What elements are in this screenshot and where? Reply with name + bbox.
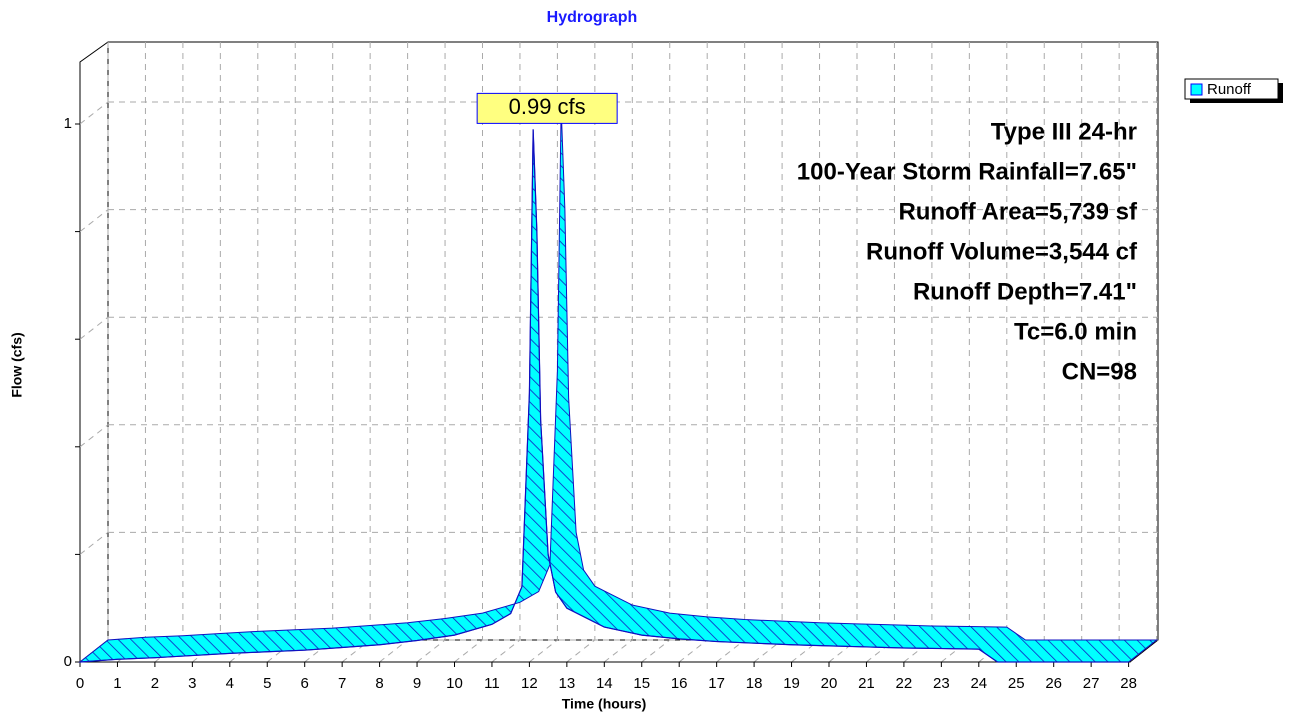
legend-label: Runoff	[1207, 81, 1252, 98]
x-tick-label: 5	[263, 675, 271, 692]
annotation: Type III 24-hr	[991, 118, 1137, 145]
x-tick-label: 24	[970, 675, 987, 692]
x-tick-label: 1	[113, 675, 121, 692]
x-tick-label: 27	[1083, 675, 1100, 692]
peak-label: 0.99 cfs	[509, 94, 586, 119]
peak-label-box	[476, 92, 618, 124]
wall-grid-line	[79, 209, 109, 232]
x-tick-label: 6	[301, 675, 309, 692]
x-tick-label: 13	[559, 675, 576, 692]
x-tick-label: 11	[484, 675, 500, 692]
wall-grid-line	[79, 101, 109, 125]
legend-swatch	[1190, 83, 1203, 96]
annotation: Tc=6.0 min	[1014, 318, 1137, 345]
floor-grid-line	[716, 639, 745, 663]
floor-grid-line	[229, 639, 259, 663]
x-tick-label: 25	[1008, 675, 1025, 692]
x-tick-label: 0	[76, 675, 84, 692]
frame	[79, 41, 1159, 663]
floor-grid-line	[379, 639, 408, 663]
floor-grid-line	[753, 639, 783, 663]
x-tick-label: 15	[633, 675, 650, 692]
x-tick-label: 12	[521, 675, 538, 692]
x-tick-label: 18	[746, 675, 763, 692]
x-tick-label: 26	[1045, 675, 1062, 692]
annotation: CN=98	[1062, 358, 1137, 385]
annotation: 100-Year Storm Rainfall=7.65"	[797, 158, 1137, 185]
x-tick-label: 9	[413, 675, 421, 692]
annotation: Runoff Volume=3,544 cf	[866, 238, 1138, 265]
y-tick-label: 0	[64, 653, 72, 670]
x-tick-label: 23	[933, 675, 950, 692]
floor-grid-line	[154, 639, 184, 663]
annotation: Runoff Area=5,739 sf	[898, 198, 1138, 225]
floor-grid-line	[903, 639, 933, 663]
floor-grid-line	[529, 639, 558, 663]
x-tick-label: 19	[783, 675, 800, 692]
floor-grid-line	[491, 639, 521, 663]
annotation: Runoff Depth=7.41"	[913, 278, 1137, 305]
wall-grid-line	[79, 532, 109, 555]
x-tick-label: 28	[1120, 675, 1137, 692]
x-tick-label: 17	[708, 675, 725, 692]
ribbon	[78, 107, 1159, 663]
x-axis-label: Time (hours)	[562, 696, 647, 712]
x-tick-label: 4	[226, 675, 234, 692]
y-tick-label: 1	[64, 115, 72, 132]
floor-grid-line	[341, 639, 371, 663]
x-tick-label: 22	[896, 675, 913, 692]
hydrograph-line	[79, 129, 1129, 663]
x-tick-label: 10	[446, 675, 463, 692]
floor-grid-line	[978, 639, 1008, 663]
floor-grid-line	[641, 639, 671, 663]
x-tick-label: 7	[338, 675, 346, 692]
floor-grid-line	[678, 639, 708, 663]
x-tick-label: 8	[375, 675, 383, 692]
floor-grid-line	[266, 639, 296, 663]
y-axis-label: Flow (cfs)	[9, 332, 25, 397]
floor-grid-line	[566, 639, 596, 663]
chart-title: Hydrograph	[547, 9, 638, 26]
x-tick-label: 14	[596, 675, 613, 692]
floor-grid-line	[791, 639, 820, 663]
floor-grid-line	[828, 639, 858, 663]
floor-grid-line	[304, 639, 334, 663]
floor-grid-line	[941, 639, 970, 663]
wall-grid-line	[79, 316, 109, 340]
legend	[1184, 78, 1279, 100]
floor-grid-line	[603, 639, 633, 663]
x-tick-label: 20	[821, 675, 838, 692]
x-tick-label: 3	[188, 675, 196, 692]
x-tick-label: 21	[858, 675, 875, 692]
floor-grid-line	[454, 639, 483, 663]
floor-grid-line	[192, 639, 221, 663]
floor-grid-line	[866, 639, 895, 663]
wall-grid-line	[79, 424, 109, 448]
floor-grid-line	[416, 639, 446, 663]
x-tick-label: 2	[151, 675, 159, 692]
x-tick-label: 16	[671, 675, 688, 692]
